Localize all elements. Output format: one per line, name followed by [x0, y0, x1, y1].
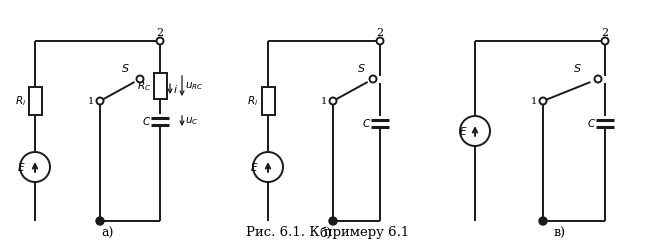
- Circle shape: [97, 98, 104, 105]
- Text: $i$: $i$: [173, 83, 178, 95]
- Text: 2: 2: [601, 28, 608, 38]
- Text: 2: 2: [156, 28, 164, 38]
- Text: $C$: $C$: [363, 117, 372, 129]
- Text: $C$: $C$: [587, 117, 597, 129]
- Circle shape: [329, 217, 337, 225]
- Text: 1: 1: [321, 97, 327, 106]
- Circle shape: [330, 98, 336, 105]
- Text: $E$: $E$: [250, 161, 258, 173]
- Circle shape: [369, 75, 376, 82]
- Text: $E$: $E$: [459, 125, 467, 137]
- Circle shape: [602, 38, 608, 45]
- Text: б): б): [320, 227, 332, 240]
- Bar: [261, 87, 275, 115]
- Circle shape: [539, 98, 547, 105]
- Text: S: S: [357, 64, 365, 74]
- Circle shape: [137, 75, 143, 82]
- Text: в): в): [554, 227, 566, 240]
- Text: $u_{RC}$: $u_{RC}$: [185, 80, 204, 92]
- Circle shape: [156, 38, 164, 45]
- Circle shape: [96, 217, 104, 225]
- Bar: [28, 87, 41, 115]
- Text: $u_C$: $u_C$: [185, 115, 198, 127]
- Circle shape: [460, 116, 490, 146]
- Text: Рис. 6.1. К примеру 6.1: Рис. 6.1. К примеру 6.1: [246, 226, 409, 239]
- Text: $R_C$: $R_C$: [137, 79, 151, 93]
- Circle shape: [376, 38, 384, 45]
- Circle shape: [253, 152, 283, 182]
- Text: 1: 1: [531, 97, 537, 106]
- Text: $R_i$: $R_i$: [15, 94, 26, 108]
- Circle shape: [539, 217, 547, 225]
- Text: 1: 1: [88, 97, 94, 106]
- Text: 2: 2: [376, 28, 384, 38]
- Text: $R_i$: $R_i$: [248, 94, 259, 108]
- Circle shape: [20, 152, 50, 182]
- Text: $E$: $E$: [16, 161, 25, 173]
- Circle shape: [595, 75, 602, 82]
- Text: S: S: [574, 64, 581, 74]
- Bar: [154, 73, 166, 99]
- Text: $C$: $C$: [143, 115, 152, 127]
- Text: S: S: [122, 64, 129, 74]
- Text: а): а): [102, 227, 114, 240]
